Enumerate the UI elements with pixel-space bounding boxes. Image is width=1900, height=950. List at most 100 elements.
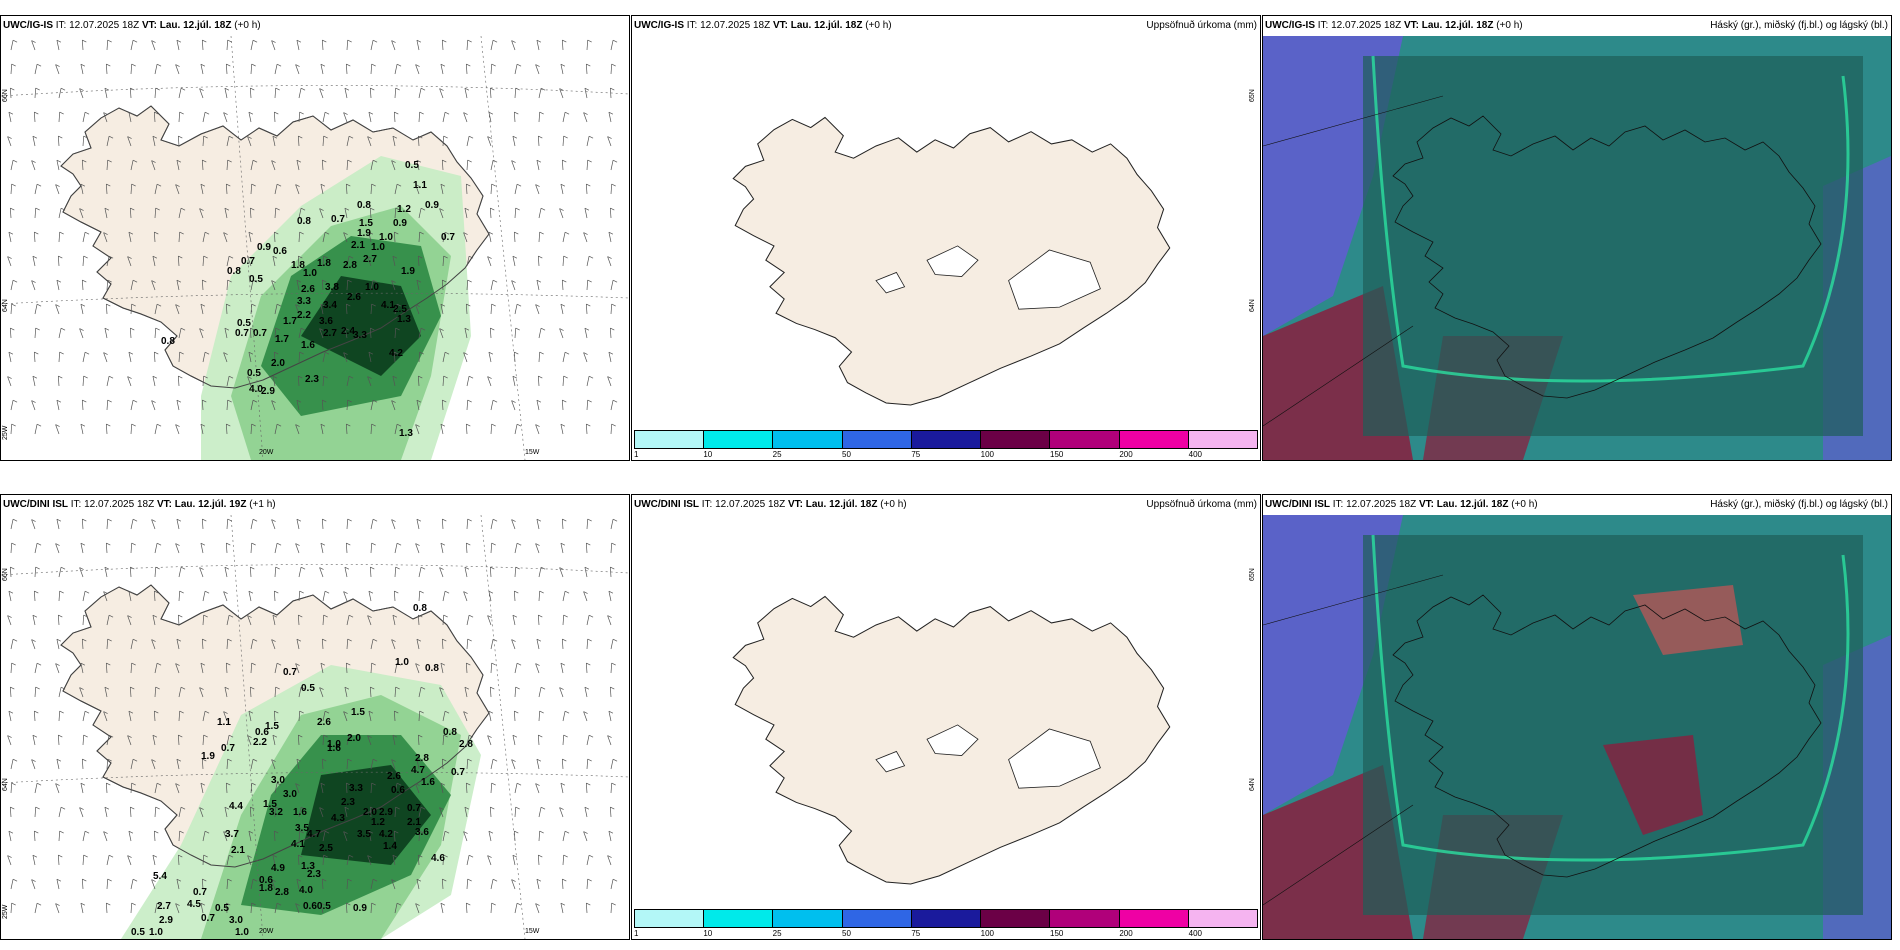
precip-value-label: 2.0 xyxy=(347,733,361,744)
wind-barb-flag xyxy=(516,183,522,187)
wind-barb-flag xyxy=(586,902,591,906)
latitude-label: 66N xyxy=(2,568,9,581)
wind-barb-flag xyxy=(175,783,180,786)
wind-barb xyxy=(31,639,36,650)
wind-barb-flag xyxy=(538,734,543,738)
wind-barb-flag xyxy=(323,375,328,379)
wind-barb xyxy=(298,88,302,99)
wind-barb xyxy=(343,591,348,602)
wind-barb-flag xyxy=(107,39,112,43)
wind-barb xyxy=(32,136,36,147)
wind-barb xyxy=(466,735,470,746)
wind-barb-flag xyxy=(83,255,88,259)
wind-barb xyxy=(560,783,564,794)
wind-barb-flag xyxy=(564,590,570,594)
wind-barb-flag xyxy=(156,423,162,427)
wind-barb xyxy=(417,375,420,387)
colorbar-swatch xyxy=(635,910,705,927)
wind-barb xyxy=(609,686,612,698)
wind-barb xyxy=(153,590,156,602)
wind-barb xyxy=(391,280,396,291)
wind-barb xyxy=(345,542,348,554)
wind-barb-flag xyxy=(274,231,279,235)
wind-barb xyxy=(514,783,518,794)
wind-barb-flag xyxy=(442,399,447,403)
wind-barb xyxy=(225,183,228,195)
graticule-line xyxy=(480,36,526,460)
wind-barb xyxy=(296,879,300,890)
wind-barb xyxy=(466,39,469,51)
glacier-outline xyxy=(1008,249,1101,310)
wind-barb xyxy=(561,399,564,411)
wind-barb-flag xyxy=(490,806,495,810)
wind-barb xyxy=(225,423,228,435)
wind-barb xyxy=(537,375,540,387)
wind-barb-flag xyxy=(420,327,426,331)
wind-barb xyxy=(370,759,374,770)
wind-barb xyxy=(33,231,36,243)
wind-barb-flag xyxy=(391,759,396,762)
wind-barb-flag xyxy=(608,111,614,115)
wind-barb-flag xyxy=(200,542,206,546)
init-time-label: IT: xyxy=(701,499,713,510)
wind-barb xyxy=(250,400,254,411)
wind-barb xyxy=(490,782,493,794)
wind-barb-flag xyxy=(300,87,306,91)
wind-barb xyxy=(176,400,180,411)
wind-barb xyxy=(441,518,444,530)
wind-barb-flag xyxy=(538,135,543,139)
wind-barb xyxy=(322,135,325,147)
wind-barb xyxy=(79,567,84,578)
wind-barb-flag xyxy=(324,351,330,355)
wind-barb-flag xyxy=(251,183,256,187)
precip-value-label: 0.5 xyxy=(301,683,315,694)
wind-barb xyxy=(247,256,252,267)
wind-barb-flag xyxy=(131,662,136,666)
wind-barb-flag xyxy=(131,542,136,546)
wind-barb xyxy=(418,830,421,842)
wind-barb xyxy=(154,566,157,578)
wind-barb xyxy=(440,543,444,554)
wind-barb xyxy=(559,208,564,219)
wind-barb xyxy=(226,638,229,650)
wind-barb xyxy=(514,64,518,75)
wind-barb-flag xyxy=(107,758,112,762)
wind-barb-flag xyxy=(59,590,64,594)
wind-barb-flag xyxy=(419,590,424,594)
precip-value-label: 3.5 xyxy=(295,823,309,834)
wind-barb-flag xyxy=(295,184,300,187)
wind-barb xyxy=(585,902,588,914)
wind-barb xyxy=(562,375,565,387)
wind-barb-flag xyxy=(440,63,446,67)
wind-barb-flag xyxy=(492,279,498,283)
wind-barb-flag xyxy=(56,39,62,43)
wind-barb xyxy=(466,256,470,267)
lead-time: (+0 h) xyxy=(1511,499,1538,510)
wind-barb-flag xyxy=(202,638,207,642)
wind-barb xyxy=(151,639,156,650)
precip-area xyxy=(301,276,421,376)
wind-barb xyxy=(226,399,229,411)
wind-barb-flag xyxy=(12,279,18,283)
wind-barb xyxy=(34,663,38,674)
latitude-label: 64N xyxy=(2,299,9,312)
wind-barb-flag xyxy=(34,231,39,235)
wind-barb xyxy=(368,831,372,842)
wind-barb-flag xyxy=(372,638,378,642)
colorbar-swatch xyxy=(704,431,774,448)
wind-barb xyxy=(394,686,397,698)
wind-barb xyxy=(514,566,517,578)
wind-barb-flag xyxy=(151,400,156,403)
wind-barb-flag xyxy=(346,902,351,906)
wind-barb xyxy=(346,279,349,291)
wind-barb xyxy=(175,64,180,75)
wind-barb-flag xyxy=(11,303,16,307)
wind-barb-flag xyxy=(226,782,231,786)
wind-barb-flag xyxy=(512,614,518,618)
wind-barb-flag xyxy=(611,542,616,546)
wind-barb xyxy=(391,400,396,411)
wind-barb xyxy=(274,663,278,674)
wind-barb xyxy=(154,686,157,698)
wind-barb xyxy=(367,615,372,626)
wind-barb-flag xyxy=(560,542,566,546)
